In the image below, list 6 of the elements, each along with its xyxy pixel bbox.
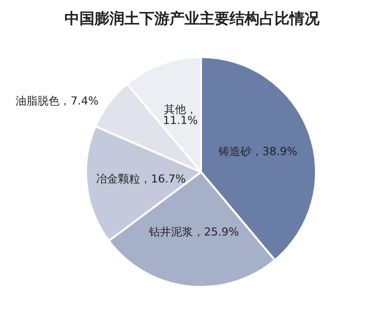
slice-label: 铸造砂，38.9% [217,144,298,158]
chart-title: 中国膨润土下游产业主要结构占比情况 [64,10,320,28]
slice-label: 其他，11.1% [162,103,198,128]
slice-label: 油脂脱色，7.4% [16,94,99,108]
slice-label: 冶金颗粒，16.7% [96,172,186,186]
slice-label: 钻井泥浆，25.9% [148,226,239,239]
